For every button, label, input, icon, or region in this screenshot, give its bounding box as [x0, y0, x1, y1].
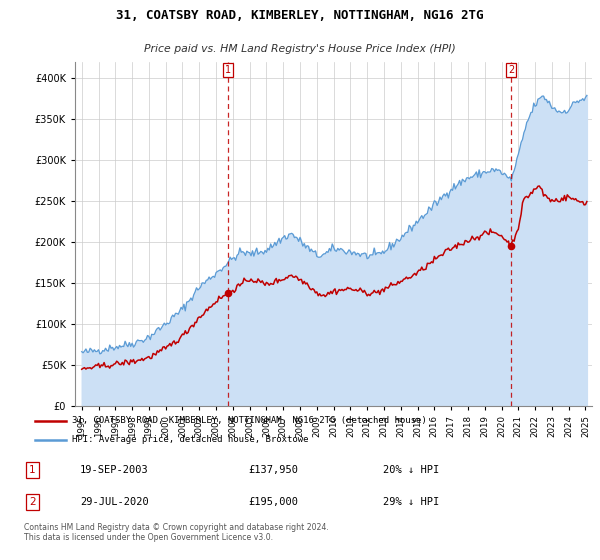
Text: 1: 1 — [29, 465, 36, 475]
Text: 31, COATSBY ROAD, KIMBERLEY, NOTTINGHAM, NG16 2TG: 31, COATSBY ROAD, KIMBERLEY, NOTTINGHAM,… — [116, 9, 484, 22]
Text: HPI: Average price, detached house, Broxtowe: HPI: Average price, detached house, Brox… — [71, 435, 308, 445]
Text: 2: 2 — [508, 65, 514, 75]
Text: Contains HM Land Registry data © Crown copyright and database right 2024.
This d: Contains HM Land Registry data © Crown c… — [24, 523, 329, 542]
Text: 31, COATSBY ROAD, KIMBERLEY, NOTTINGHAM, NG16 2TG (detached house): 31, COATSBY ROAD, KIMBERLEY, NOTTINGHAM,… — [71, 416, 427, 425]
Text: 20% ↓ HPI: 20% ↓ HPI — [383, 465, 439, 475]
Text: 1: 1 — [225, 65, 231, 75]
Text: 2: 2 — [29, 497, 36, 507]
Text: 29% ↓ HPI: 29% ↓ HPI — [383, 497, 439, 507]
Text: Price paid vs. HM Land Registry's House Price Index (HPI): Price paid vs. HM Land Registry's House … — [144, 44, 456, 54]
Text: £195,000: £195,000 — [248, 497, 298, 507]
Text: 19-SEP-2003: 19-SEP-2003 — [80, 465, 149, 475]
Text: 29-JUL-2020: 29-JUL-2020 — [80, 497, 149, 507]
Text: £137,950: £137,950 — [248, 465, 298, 475]
